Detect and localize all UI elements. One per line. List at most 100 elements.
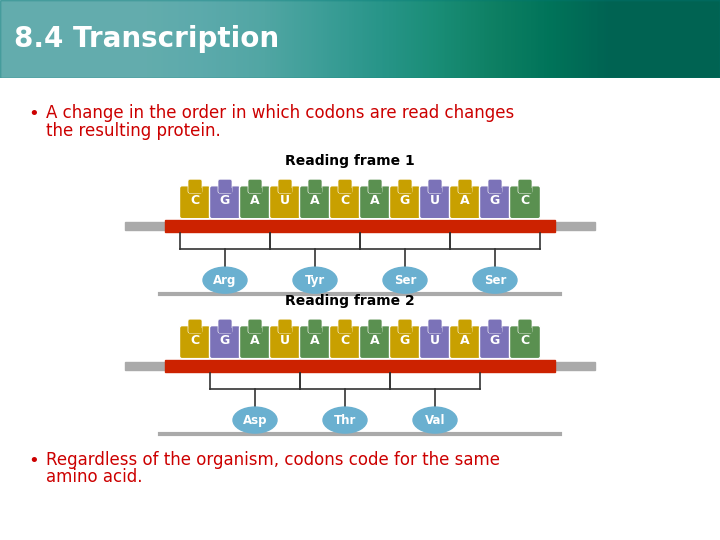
FancyBboxPatch shape: [330, 186, 361, 219]
FancyBboxPatch shape: [179, 326, 210, 359]
Text: A: A: [310, 194, 320, 207]
Text: Regardless of the organism, codons code for the same: Regardless of the organism, codons code …: [46, 451, 500, 469]
FancyBboxPatch shape: [300, 186, 330, 219]
FancyBboxPatch shape: [368, 179, 382, 193]
Ellipse shape: [413, 407, 457, 433]
FancyBboxPatch shape: [390, 186, 420, 219]
Text: C: C: [341, 334, 350, 347]
Bar: [219, 188, 231, 192]
Bar: [279, 328, 291, 332]
Text: C: C: [341, 194, 350, 207]
Bar: [399, 188, 411, 192]
Text: A: A: [370, 194, 380, 207]
Ellipse shape: [473, 267, 517, 293]
Text: G: G: [490, 334, 500, 347]
Text: G: G: [400, 194, 410, 207]
FancyBboxPatch shape: [338, 179, 352, 193]
FancyBboxPatch shape: [458, 179, 472, 193]
FancyBboxPatch shape: [278, 319, 292, 333]
Bar: [519, 328, 531, 332]
FancyBboxPatch shape: [390, 326, 420, 359]
Text: Tyr: Tyr: [305, 274, 325, 287]
FancyBboxPatch shape: [428, 319, 442, 333]
Bar: [189, 328, 201, 332]
Text: •: •: [28, 105, 39, 123]
Text: 8.4 Transcription: 8.4 Transcription: [14, 25, 279, 53]
FancyBboxPatch shape: [308, 179, 322, 193]
Text: C: C: [190, 194, 199, 207]
FancyBboxPatch shape: [278, 179, 292, 193]
FancyBboxPatch shape: [420, 186, 451, 219]
Text: A: A: [250, 194, 260, 207]
Text: G: G: [220, 334, 230, 347]
Bar: [459, 328, 471, 332]
FancyBboxPatch shape: [338, 319, 352, 333]
Text: U: U: [430, 194, 440, 207]
FancyBboxPatch shape: [330, 326, 361, 359]
Bar: [429, 328, 441, 332]
FancyBboxPatch shape: [368, 319, 382, 333]
FancyBboxPatch shape: [359, 326, 390, 359]
FancyBboxPatch shape: [210, 326, 240, 359]
Text: A: A: [250, 334, 260, 347]
Bar: [489, 328, 501, 332]
FancyBboxPatch shape: [420, 326, 451, 359]
Text: G: G: [400, 334, 410, 347]
Bar: [249, 188, 261, 192]
FancyBboxPatch shape: [300, 326, 330, 359]
Bar: [369, 188, 381, 192]
Ellipse shape: [233, 407, 277, 433]
Text: C: C: [521, 194, 530, 207]
Text: U: U: [280, 334, 290, 347]
FancyBboxPatch shape: [248, 319, 262, 333]
Bar: [189, 188, 201, 192]
FancyBboxPatch shape: [218, 319, 232, 333]
Ellipse shape: [383, 267, 427, 293]
Bar: [219, 328, 231, 332]
FancyBboxPatch shape: [210, 186, 240, 219]
Bar: [279, 188, 291, 192]
Bar: [249, 328, 261, 332]
Text: G: G: [490, 194, 500, 207]
FancyBboxPatch shape: [458, 319, 472, 333]
Text: Arg: Arg: [213, 274, 237, 287]
Text: Asp: Asp: [243, 414, 267, 427]
FancyBboxPatch shape: [308, 319, 322, 333]
FancyBboxPatch shape: [240, 326, 271, 359]
Bar: [459, 188, 471, 192]
FancyBboxPatch shape: [488, 319, 502, 333]
FancyBboxPatch shape: [359, 186, 390, 219]
Ellipse shape: [203, 267, 247, 293]
Text: Thr: Thr: [334, 414, 356, 427]
Bar: [399, 328, 411, 332]
FancyBboxPatch shape: [188, 179, 202, 193]
FancyBboxPatch shape: [179, 186, 210, 219]
FancyBboxPatch shape: [518, 179, 532, 193]
FancyBboxPatch shape: [398, 179, 412, 193]
FancyBboxPatch shape: [510, 186, 541, 219]
Bar: [519, 188, 531, 192]
FancyBboxPatch shape: [398, 319, 412, 333]
Bar: [555, 222, 595, 230]
Text: Reading frame 1: Reading frame 1: [285, 154, 415, 168]
FancyBboxPatch shape: [480, 326, 510, 359]
Text: A: A: [460, 194, 470, 207]
Bar: [369, 328, 381, 332]
Bar: [165, 360, 555, 372]
Text: Val: Val: [425, 414, 445, 427]
Text: Ser: Ser: [394, 274, 416, 287]
Text: C: C: [521, 334, 530, 347]
Text: Ser: Ser: [484, 274, 506, 287]
Text: Reading frame 2: Reading frame 2: [285, 294, 415, 308]
FancyBboxPatch shape: [480, 186, 510, 219]
FancyBboxPatch shape: [269, 326, 300, 359]
Text: A: A: [310, 334, 320, 347]
Text: A change in the order in which codons are read changes: A change in the order in which codons ar…: [46, 104, 514, 122]
Bar: [339, 328, 351, 332]
FancyBboxPatch shape: [488, 179, 502, 193]
FancyBboxPatch shape: [428, 179, 442, 193]
FancyBboxPatch shape: [510, 326, 541, 359]
Bar: [489, 188, 501, 192]
Text: the resulting protein.: the resulting protein.: [46, 122, 221, 140]
FancyBboxPatch shape: [188, 319, 202, 333]
